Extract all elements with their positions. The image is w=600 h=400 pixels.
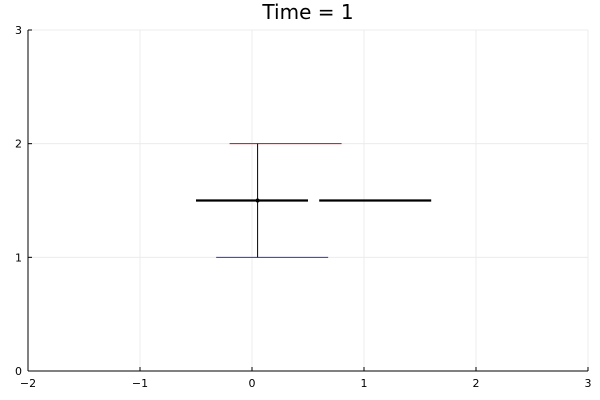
axes xyxy=(27,30,588,372)
x-tick-label: 3 xyxy=(585,377,592,390)
y-tick-label: 0 xyxy=(15,365,22,378)
x-tick-label: −1 xyxy=(132,377,148,390)
data-point xyxy=(255,198,260,203)
y-ticks: 0 1 2 3 xyxy=(15,24,32,378)
y-tick-label: 2 xyxy=(15,138,22,151)
x-tick-label: 1 xyxy=(361,377,368,390)
points xyxy=(255,198,260,203)
series xyxy=(196,143,432,258)
x-tick-label: −2 xyxy=(20,377,36,390)
y-tick-label: 1 xyxy=(15,251,22,264)
y-tick-label: 3 xyxy=(15,24,22,37)
chart-title: Time = 1 xyxy=(261,0,353,24)
x-ticks: −2 −1 0 1 2 3 xyxy=(20,367,592,390)
x-tick-label: 2 xyxy=(473,377,480,390)
x-tick-label: 0 xyxy=(249,377,256,390)
